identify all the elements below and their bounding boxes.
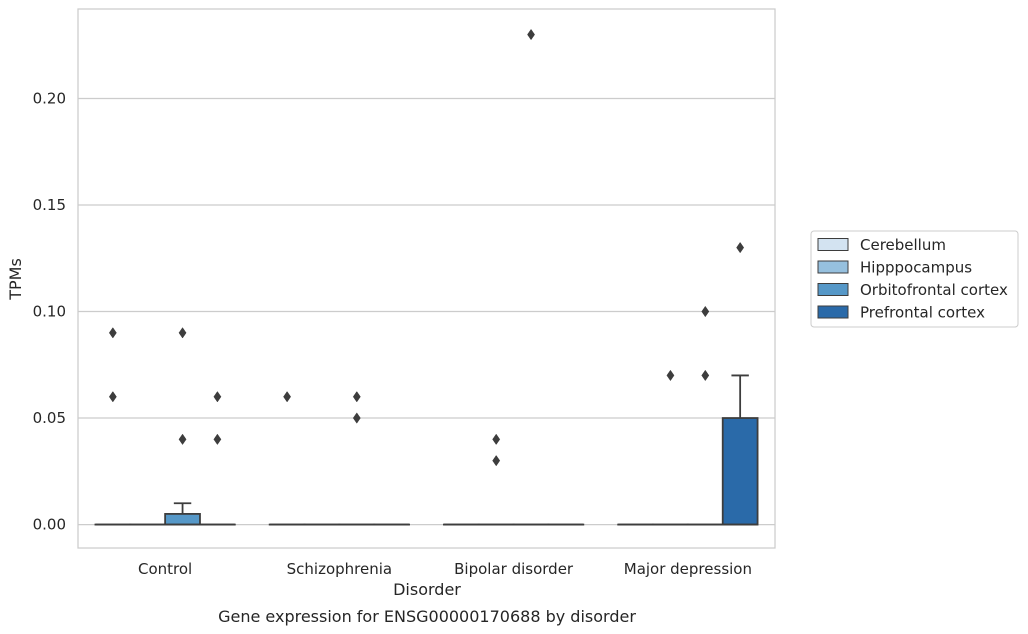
outlier-point [492,455,501,467]
outlier-point [108,391,117,403]
y-tick-label: 0.05 [33,409,66,427]
y-tick-label: 0.15 [33,196,66,214]
outlier-point [283,391,292,403]
legend-label: Cerebellum [860,236,946,254]
outlier-point [527,28,535,41]
legend-swatch [817,260,849,274]
y-tick-label: 0.10 [33,303,66,321]
x-tick-label: Control [138,560,192,578]
y-tick-label: 0.20 [33,89,66,107]
y-tick-label: 0.00 [33,516,66,534]
legend-swatch [817,283,849,296]
x-axis-title: Disorder [393,580,461,599]
legend-label: Prefrontal cortex [860,304,985,322]
outlier-point [701,369,710,382]
outlier-point [492,433,501,445]
outlier-point [352,391,361,403]
legend-label: Orbitofrontal cortex [860,281,1008,299]
box-prefrontal-cortex [721,417,759,526]
legend-swatch [817,305,849,319]
outlier-point [178,327,187,339]
legend-label: Hipppocampus [860,259,972,277]
y-tick-labels: 0.00 0.05 0.10 0.15 0.20 [33,89,66,533]
outlier-point [666,369,675,382]
outliers-layer [108,28,745,467]
outlier-point [352,412,361,424]
legend-frame [810,230,1019,328]
plot-frame [77,8,776,549]
legend-swatch [817,238,849,251]
outlier-point [736,241,745,254]
outlier-point [213,433,222,445]
legend-items: Cerebellum Hipppocampus Orbitofrontal cort… [817,236,1008,322]
x-tick-labels: Control Schizophrenia Bipolar disorder Majo… [138,560,752,578]
legend: Cerebellum Hipppocampus Orbitofrontal cort… [810,230,1019,328]
y-axis-title: TPMs [6,258,25,301]
outlier-point [178,433,187,445]
x-tick-label: Schizophrenia [287,560,392,578]
outlier-point [701,305,710,318]
grid-layer [78,97,775,526]
boxes-layer [94,374,759,526]
x-tick-label: Bipolar disorder [454,560,574,578]
outlier-point [213,391,222,403]
outlier-point [108,327,117,339]
x-tick-label: Major depression [624,560,752,578]
figure-caption: Gene expression for ENSG00000170688 by d… [218,607,636,626]
box-orbitofrontal-cortex [164,513,201,526]
